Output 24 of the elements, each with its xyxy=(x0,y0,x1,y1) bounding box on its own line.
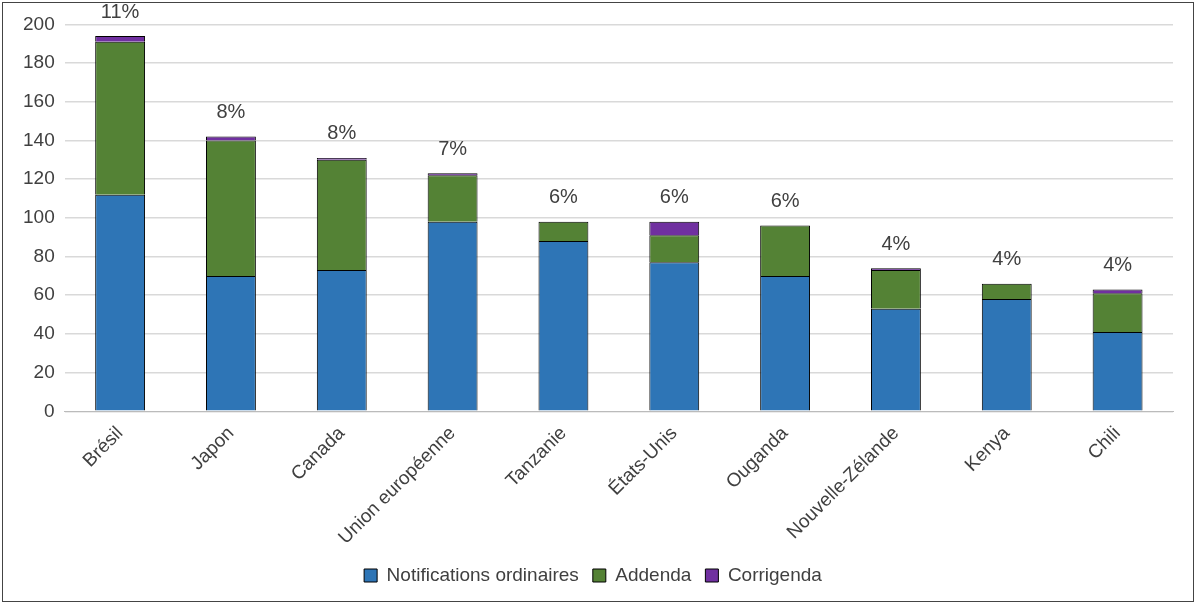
legend-label: Corrigenda xyxy=(727,563,823,585)
annotation: 8% xyxy=(327,121,357,144)
y-tick-label: 20 xyxy=(33,360,55,382)
y-tick-label: 80 xyxy=(33,244,55,266)
y-tick-label: 200 xyxy=(23,12,55,34)
annotation: 8% xyxy=(216,100,246,123)
annotation: 6% xyxy=(770,189,800,212)
annotation: 7% xyxy=(438,136,468,159)
y-tick-label: 140 xyxy=(23,128,55,150)
y-tick-label: 120 xyxy=(23,167,55,189)
y-tick-label: 60 xyxy=(33,283,55,305)
legend-label: Notifications ordinaires xyxy=(386,563,579,585)
legend-label: Addenda xyxy=(615,563,692,585)
annotation: 6% xyxy=(548,185,579,208)
annotation: 4% xyxy=(881,231,911,254)
y-tick-label: 160 xyxy=(23,90,55,112)
y-tick-label: 180 xyxy=(23,51,55,73)
annotation: 4% xyxy=(992,247,1022,270)
y-tick-label: 40 xyxy=(33,322,55,344)
annotation: 11% xyxy=(100,0,140,22)
annotation: 4% xyxy=(1103,252,1133,275)
y-tick-label: 0 xyxy=(44,399,55,421)
annotation: 6% xyxy=(659,185,689,208)
y-tick-label: 100 xyxy=(23,206,55,228)
